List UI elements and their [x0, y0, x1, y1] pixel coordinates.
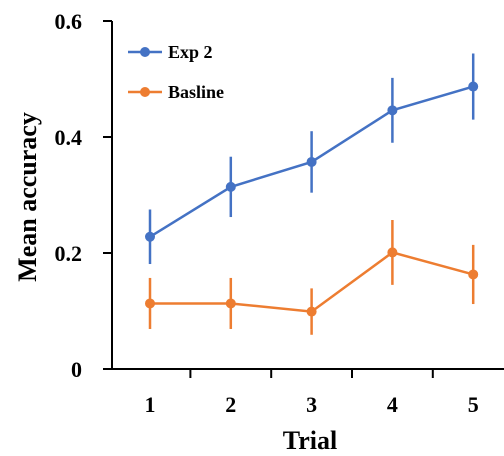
data-point-1-3: [387, 247, 398, 258]
y-tick-label-2: 0.4: [55, 125, 83, 150]
x-tick-label-2: 3: [306, 392, 317, 417]
legend: Exp 2 Basline: [128, 42, 224, 102]
y-ticks: 0 0.2 0.4 0.6: [55, 9, 112, 382]
y-tick-label-1: 0.2: [55, 241, 83, 266]
data-point-1-1: [225, 298, 236, 309]
x-tick-label-4: 5: [468, 392, 479, 417]
data-point-0-4: [468, 81, 479, 92]
data-point-1-4: [468, 269, 479, 280]
x-axis-title: Trial: [283, 426, 337, 455]
data-point-1-2: [306, 306, 317, 317]
y-tick-label-0: 0: [71, 357, 82, 382]
legend-marker-1: [140, 87, 150, 97]
data-point-0-3: [387, 105, 398, 116]
y-tick-label-3: 0.6: [55, 9, 83, 34]
plot-area: [145, 53, 479, 335]
legend-label-1: Basline: [168, 82, 224, 102]
x-tick-label-1: 2: [225, 392, 236, 417]
legend-marker-0: [140, 47, 150, 57]
legend-label-0: Exp 2: [168, 42, 213, 62]
series-0: [145, 53, 479, 265]
series-1: [145, 219, 479, 335]
x-tick-label-0: 1: [145, 392, 156, 417]
data-point-0-2: [306, 156, 317, 167]
y-axis-title: Mean accuracy: [13, 112, 42, 282]
x-tick-label-3: 4: [387, 392, 398, 417]
x-ticks: 1 2 3 4 5: [145, 369, 479, 417]
data-point-0-0: [145, 231, 155, 242]
data-point-0-1: [225, 181, 236, 192]
axes: 0 0.2 0.4 0.6 1 2 3 4 5: [55, 9, 504, 417]
data-point-1-0: [145, 298, 155, 309]
